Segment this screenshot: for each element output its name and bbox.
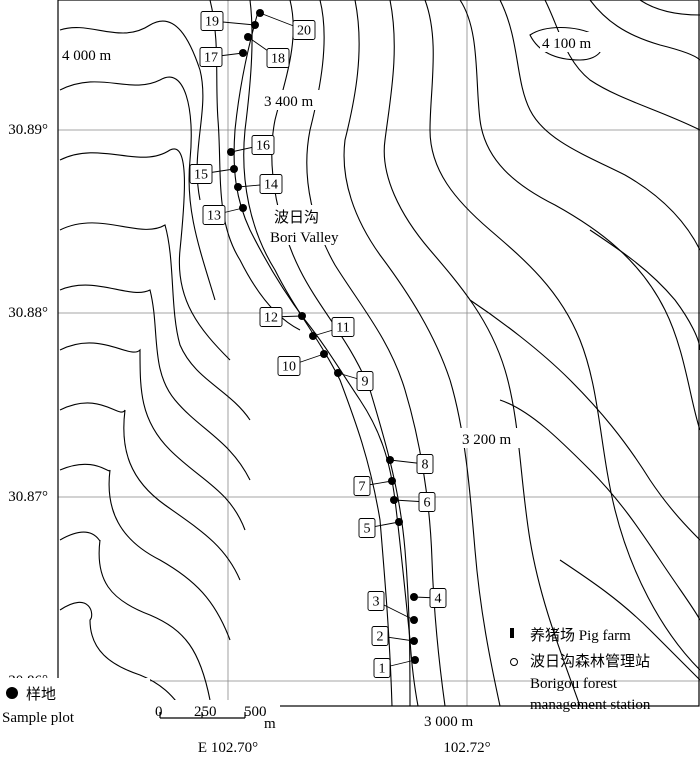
longitude-labels: E 102.70° 102.72° xyxy=(198,740,491,756)
plot-label-2: 2 xyxy=(377,630,384,645)
plot-label-box-2 xyxy=(371,626,389,646)
plot-label-13: 13 xyxy=(207,209,221,224)
plot-label-14: 14 xyxy=(264,178,278,193)
elevation-label-4100: 4 100 m xyxy=(542,36,592,52)
plot-label-box-4 xyxy=(429,588,447,608)
plot-label-box-14 xyxy=(259,174,283,194)
plot-label-8: 8 xyxy=(422,458,429,473)
sample-plot-3 xyxy=(410,616,418,624)
sample-plot-12 xyxy=(298,312,306,320)
legend-sample-plot-en: Sample plot xyxy=(2,710,75,726)
sample-plot-5 xyxy=(395,518,403,526)
sample-plot-13 xyxy=(239,204,247,212)
plot-label-box-5 xyxy=(358,518,376,538)
legend: 样地 Sample plot 养猪场 Pig farm 波日沟森林管理站 Bor… xyxy=(0,627,651,726)
station-icon xyxy=(510,658,518,666)
scale-tick-0: 0 xyxy=(155,704,163,720)
plot-label-12: 12 xyxy=(264,311,278,326)
scale-tick-250: 250 xyxy=(194,704,217,720)
plot-label-box-20 xyxy=(292,20,316,40)
lat-label-30-88: 30.88° xyxy=(8,305,48,321)
plot-label-10: 10 xyxy=(282,360,296,375)
plot-label-box-9 xyxy=(356,371,374,391)
elevation-label-3200: 3 200 m xyxy=(462,432,512,448)
sample-plot-16 xyxy=(227,148,235,156)
plot-label-box-11 xyxy=(331,317,355,337)
elevation-label-3000: 3 000 m xyxy=(424,714,474,730)
plot-label-15: 15 xyxy=(194,168,208,183)
plot-label-box-12 xyxy=(259,307,283,327)
scale-unit: m xyxy=(264,716,276,732)
plot-label-box-10 xyxy=(277,356,301,376)
plot-label-9: 9 xyxy=(362,375,369,390)
sample-plot-18 xyxy=(244,33,252,41)
legend-sample-plot-cn: 样地 xyxy=(26,686,56,703)
elevation-labels: 4 000 m 4 100 m 3 400 m 3 200 m 3 000 m xyxy=(60,32,606,730)
plot-label-box-7 xyxy=(353,476,371,496)
plot-label-box-13 xyxy=(202,205,226,225)
valley-name-en: Bori Valley xyxy=(270,230,339,246)
plot-label-4: 4 xyxy=(435,592,442,607)
legend-station-en-2: management station xyxy=(530,697,651,713)
plot-label-box-6 xyxy=(418,492,436,512)
plot-label-16: 16 xyxy=(256,139,270,154)
sample-plot-2 xyxy=(410,637,418,645)
plot-label-3: 3 xyxy=(373,595,380,610)
sample-plot-7 xyxy=(388,477,396,485)
plot-label-box-3 xyxy=(367,591,385,611)
plot-label-17: 17 xyxy=(204,51,218,66)
coordinate-grid xyxy=(58,0,700,706)
plot-label-box-17 xyxy=(199,47,223,67)
elevation-label-3400: 3 400 m xyxy=(264,94,314,110)
scale-bar: 0 250 500 m xyxy=(150,700,280,732)
sample-plot-6 xyxy=(390,496,398,504)
plot-label-box-15 xyxy=(189,164,213,184)
plot-label-box-18 xyxy=(266,48,290,68)
plot-label-5: 5 xyxy=(364,522,371,537)
plot-label-18: 18 xyxy=(271,52,285,67)
elevation-label-4000: 4 000 m xyxy=(62,48,112,64)
lat-label-30-87: 30.87° xyxy=(8,489,48,505)
lon-label-102-70: E 102.70° xyxy=(198,740,258,756)
plot-label-box-16 xyxy=(251,135,275,155)
lat-label-30-89: 30.89° xyxy=(8,122,48,138)
pig-farm-icon xyxy=(510,628,514,638)
legend-station-en-1: Borigou forest xyxy=(530,676,618,692)
scale-tick-500: 500 xyxy=(244,704,267,720)
sample-plot-10 xyxy=(320,350,328,358)
sample-plot-11 xyxy=(309,332,317,340)
lon-label-102-72: 102.72° xyxy=(443,740,490,756)
sample-plot-15 xyxy=(230,165,238,173)
valley-name-cn: 波日沟 xyxy=(274,209,319,226)
legend-pig-farm: 养猪场 Pig farm xyxy=(530,627,631,644)
map-frame xyxy=(57,0,700,707)
plot-label-6: 6 xyxy=(424,496,431,511)
latitude-labels: 30.89° 30.88° 30.87° 30.86° xyxy=(8,122,48,689)
sample-plot-9 xyxy=(334,369,342,377)
sample-plot-17 xyxy=(239,49,247,57)
legend-station-cn: 波日沟森林管理站 xyxy=(530,653,650,670)
plot-label-19: 19 xyxy=(205,15,219,30)
valley-stream xyxy=(233,11,419,707)
sample-plot-14 xyxy=(234,183,242,191)
plot-label-7: 7 xyxy=(359,480,366,495)
plot-label-1: 1 xyxy=(379,662,386,677)
sample-plot-19 xyxy=(251,21,259,29)
plot-label-11: 11 xyxy=(336,321,349,336)
plot-label-box-8 xyxy=(416,454,434,474)
sample-plot-20 xyxy=(256,9,264,17)
legend-sample-plot-marker xyxy=(6,687,18,699)
plot-label-box-1 xyxy=(373,658,391,678)
valley-label: 波日沟 Bori Valley xyxy=(270,205,346,246)
sample-plot-1 xyxy=(411,656,419,664)
sample-plot-4 xyxy=(410,593,418,601)
plot-label-box-19 xyxy=(200,11,224,31)
plot-label-20: 20 xyxy=(297,24,311,39)
sample-plot-8 xyxy=(386,456,394,464)
